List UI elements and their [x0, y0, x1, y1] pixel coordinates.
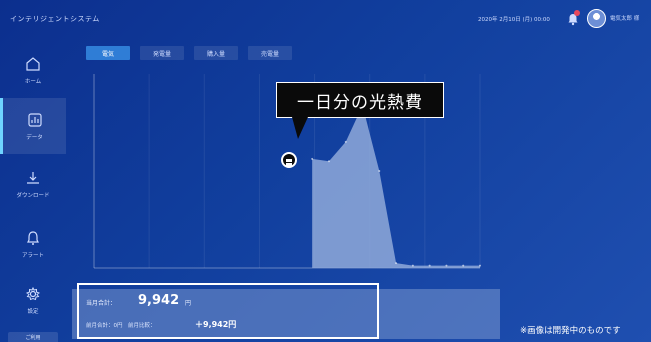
data-point: [411, 264, 414, 267]
total-value: 9,942: [138, 293, 180, 308]
notification-badge: [574, 10, 580, 16]
data-point: [327, 160, 330, 163]
total-unit: 円: [185, 300, 192, 307]
bell-icon: [27, 231, 39, 245]
current-datetime: 2020年 2月10日 (月) 00:00: [478, 17, 550, 23]
home-icon: [26, 57, 40, 71]
data-point: [344, 140, 347, 143]
total-label: 当月合計：: [86, 300, 117, 307]
top-bar: インテリジェントシステム 2020年 2月10日 (月) 00:00 電気太郎 …: [0, 0, 651, 40]
sidebar-item-label: データ: [26, 135, 43, 141]
data-point: [395, 262, 398, 265]
tab-electricity[interactable]: 電気: [86, 46, 130, 60]
sidebar-item-settings[interactable]: 設定: [0, 272, 66, 328]
data-point: [479, 264, 481, 267]
sidebar-item-home[interactable]: ホーム: [0, 42, 66, 98]
callout-label: 一日分の光熱費: [276, 82, 444, 118]
username[interactable]: 電気太郎 様: [610, 16, 640, 22]
data-point: [428, 264, 431, 267]
usage-chart: [80, 66, 500, 284]
chart-marker[interactable]: [281, 152, 297, 168]
sidebar-item-label: 設定: [27, 309, 39, 315]
callout-tail: [292, 117, 308, 139]
data-point: [462, 264, 465, 267]
notification-icon[interactable]: [566, 11, 580, 26]
sidebar-item-download[interactable]: ダウンロード: [0, 156, 66, 212]
summary-highlight-box: [77, 283, 379, 339]
summary-panel: [72, 289, 500, 339]
sidebar: ホーム データ ダウンロード アラート 設定 ご利用: [0, 40, 66, 342]
user-avatar[interactable]: [587, 9, 606, 28]
comparison-line: 前月合計：0円 前月比較：: [86, 323, 156, 329]
sidebar-item-label: アラート: [21, 253, 44, 259]
gear-icon: [25, 286, 41, 301]
sidebar-bottom-tab[interactable]: ご利用: [8, 332, 58, 342]
data-point: [445, 264, 448, 267]
sidebar-item-data[interactable]: データ: [0, 98, 66, 154]
disclaimer: ※画像は開発中のものです: [520, 326, 621, 336]
sidebar-item-alert[interactable]: アラート: [0, 216, 66, 272]
chart-tabs: 電気 発電量 購入量 売電量: [86, 46, 292, 60]
data-point: [378, 170, 381, 172]
sidebar-item-label: ホーム: [24, 79, 42, 85]
data-point: [311, 157, 314, 160]
app-title: インテリジェントシステム: [10, 15, 100, 23]
usage-area: [312, 105, 480, 269]
sidebar-item-label: ダウンロード: [16, 193, 50, 199]
tab-sale[interactable]: 売電量: [248, 46, 292, 60]
tab-purchase[interactable]: 購入量: [194, 46, 238, 60]
usage-chart-svg: [93, 74, 481, 269]
download-icon: [27, 172, 39, 184]
tab-generation[interactable]: 発電量: [140, 46, 184, 60]
comparison-value: ＋9,942円: [195, 320, 237, 329]
chart-icon: [27, 113, 42, 127]
